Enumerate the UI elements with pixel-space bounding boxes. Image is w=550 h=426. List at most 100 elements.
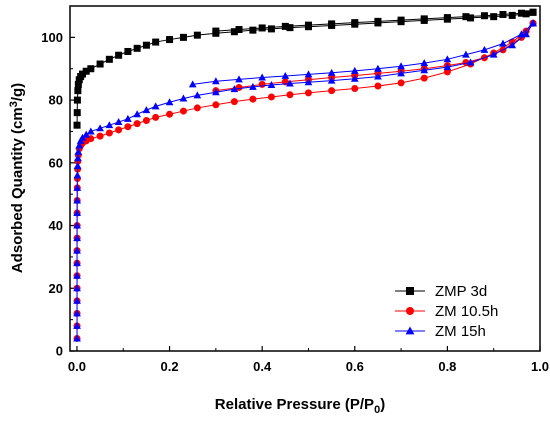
- data-point: [73, 196, 82, 204]
- x-axis-ticks: 0.0 0.2 0.4 0.6 0.8 1.0: [68, 346, 549, 374]
- data-point: [258, 24, 266, 32]
- data-point: [258, 73, 267, 81]
- data-point: [490, 13, 498, 21]
- data-point: [133, 110, 141, 118]
- legend-label: ZMP 3d: [435, 283, 487, 300]
- data-point: [281, 22, 289, 30]
- data-point: [73, 221, 81, 229]
- data-point: [133, 44, 141, 52]
- data-point: [267, 25, 275, 33]
- data-point: [304, 70, 313, 78]
- data-point: [328, 20, 336, 28]
- data-point: [443, 63, 452, 71]
- data-point: [420, 15, 428, 23]
- data-point: [304, 89, 312, 97]
- data-point: [87, 65, 95, 73]
- y-tick-label: 20: [49, 281, 63, 296]
- data-point: [124, 47, 132, 55]
- data-point: [73, 109, 81, 117]
- data-point: [96, 132, 104, 140]
- data-point: [235, 84, 243, 92]
- data-point: [115, 126, 123, 134]
- data-point: [397, 69, 405, 77]
- data-point: [212, 77, 220, 85]
- data-point: [304, 78, 313, 86]
- legend-marker: [405, 326, 415, 335]
- data-point: [193, 91, 202, 99]
- x-axis-title-main: Relative Pressure (P/P: [215, 396, 374, 413]
- series-zm-15h: [73, 19, 537, 342]
- y-tick-label: 100: [41, 30, 63, 45]
- data-point: [327, 68, 336, 76]
- series-zmp-3d: [73, 8, 537, 129]
- data-point: [517, 30, 526, 38]
- data-point: [179, 33, 187, 41]
- x-tick-label: 0.2: [161, 359, 179, 374]
- data-point: [73, 209, 81, 216]
- data-point: [286, 79, 294, 87]
- data-point: [462, 50, 470, 58]
- data-point: [73, 321, 81, 329]
- data-point: [249, 26, 257, 34]
- data-point: [193, 104, 201, 112]
- data-point: [74, 80, 82, 88]
- y-axis-ticks: 0 20 40 60 80 100: [41, 30, 75, 359]
- data-point: [73, 246, 81, 254]
- data-point: [152, 113, 160, 121]
- x-tick-label: 1.0: [531, 359, 549, 374]
- data-point: [328, 87, 336, 95]
- data-point: [152, 38, 160, 46]
- data-point: [73, 183, 82, 191]
- legend-label: ZM 15h: [435, 323, 486, 340]
- data-point: [517, 9, 525, 17]
- y-tick-label: 80: [49, 93, 63, 108]
- y-tick-label: 0: [56, 344, 63, 359]
- data-point: [73, 271, 81, 279]
- series-layer: [73, 8, 537, 342]
- data-point: [73, 96, 81, 104]
- legend-marker: [406, 287, 414, 295]
- data-point: [281, 71, 290, 79]
- data-point: [235, 75, 243, 83]
- data-point: [374, 72, 382, 80]
- x-axis-title-end: ): [380, 396, 385, 413]
- x-axis-title-sub: 0: [374, 404, 380, 416]
- legend: ZMP 3d ZM 10.5h ZM 15h: [395, 283, 498, 340]
- data-point: [397, 79, 405, 87]
- data-point: [350, 66, 359, 74]
- data-point: [114, 118, 123, 126]
- x-tick-label: 0.8: [438, 359, 456, 374]
- data-point: [124, 123, 132, 131]
- data-point: [212, 101, 220, 109]
- data-point: [82, 67, 90, 75]
- data-point: [188, 80, 197, 88]
- data-point: [74, 147, 83, 155]
- y-axis-title-sup: 3: [8, 101, 20, 107]
- data-point: [73, 259, 81, 267]
- plot-frame: [69, 5, 541, 352]
- data-point: [166, 110, 174, 118]
- data-point: [115, 51, 123, 59]
- data-point: [133, 120, 141, 128]
- legend-label: ZM 10.5h: [435, 303, 498, 320]
- data-point: [374, 82, 382, 90]
- data-point: [286, 24, 294, 32]
- data-point: [351, 84, 359, 92]
- data-point: [374, 64, 382, 72]
- data-point: [350, 74, 359, 82]
- data-point: [74, 87, 82, 95]
- data-point: [142, 116, 150, 124]
- data-point: [165, 98, 174, 106]
- data-point: [96, 124, 104, 132]
- data-point: [166, 36, 174, 44]
- data-point: [78, 133, 87, 141]
- data-point: [235, 26, 243, 34]
- data-point: [443, 14, 451, 22]
- data-point: [142, 106, 151, 114]
- data-point: [73, 121, 81, 129]
- data-point: [73, 171, 82, 179]
- data-point: [230, 98, 238, 106]
- data-point: [73, 161, 82, 169]
- data-point: [179, 94, 188, 102]
